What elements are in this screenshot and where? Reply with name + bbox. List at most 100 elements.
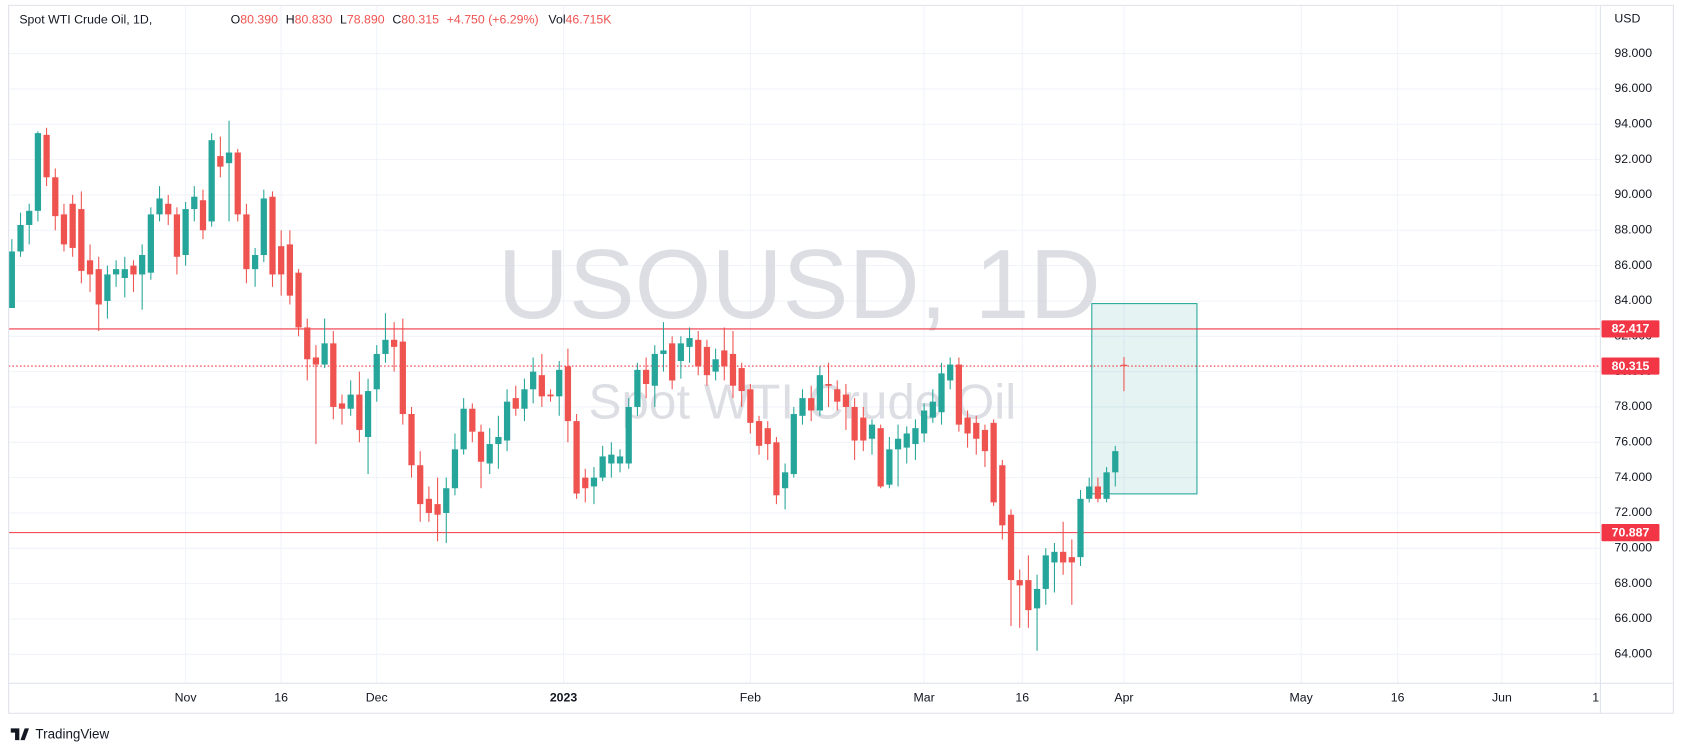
volume-value: 46.715K [566,13,613,27]
candle-body [938,373,945,413]
candle-body [1103,472,1110,499]
candle-body [868,424,876,439]
candle-body [547,394,554,397]
candle-body [999,465,1006,526]
x-tick-label: Mar [914,691,935,705]
x-tick-label: 16 [274,691,288,705]
candle-body [808,398,815,411]
candle-body [95,269,102,305]
y-tick-label: 72.000 [1614,505,1652,519]
candle-body [886,449,893,485]
candle-body [69,203,76,248]
price-label-box [1601,320,1660,338]
candle-body [286,244,293,296]
brand-logo [10,728,30,741]
candle-body [1094,486,1102,499]
candle-body [1120,364,1128,367]
candle-body [1051,551,1058,563]
candle-body [278,246,285,275]
candle-body [582,477,589,489]
legend-label: H [286,13,295,27]
candle-body [347,394,354,409]
candle-body [243,214,250,270]
candle-body [1086,486,1093,499]
x-tick-label: 2023 [550,691,578,705]
candle-body [738,368,745,392]
y-tick-label: 76.000 [1614,435,1652,449]
x-tick-label: 1 [1592,691,1599,705]
legend-value: 78.890 [347,13,385,27]
candle-body [981,429,989,452]
candle-body [669,343,676,381]
candle-body [860,417,867,441]
candle-body [599,456,606,478]
candle-body [521,389,528,409]
candle-body [660,350,667,354]
candle-body [443,488,450,513]
watermark-symbol: USOUSD, 1D [498,229,1101,339]
y-tick-label: 66.000 [1614,611,1652,625]
candle-body [104,274,111,301]
candle-body [391,339,398,347]
candle-body [86,260,94,275]
candle-body [677,343,684,362]
candle-body [156,198,163,215]
candle-body [799,398,806,416]
candle-body [312,357,320,365]
candle-body [495,436,502,445]
candle-body [78,209,85,271]
candle-body [556,369,563,397]
candle-body [964,417,971,434]
candle-body [121,269,128,278]
candle-body [608,454,615,464]
candle-body [695,339,702,367]
candle-body [399,341,406,415]
candle-body [616,456,624,464]
candle-body [260,198,267,256]
chart-title: Spot WTI Crude Oil, 1D, [19,13,152,27]
candle-body [217,156,224,167]
candle-body [990,422,997,503]
candle-body [269,196,276,275]
y-tick-label: 78.000 [1614,399,1652,413]
candle-body [356,394,363,430]
candle-body [816,375,823,411]
candle-body [1077,498,1084,558]
legend-label: L [340,13,347,27]
candle-body [877,428,884,487]
candle-body [1068,557,1075,563]
candle-body [52,177,59,217]
candle-body [469,408,476,432]
brand-name: TradingView [35,726,109,741]
candle-body [1112,451,1119,473]
candle-body [903,433,910,448]
candle-body [912,428,919,445]
candle-body [208,140,215,222]
candle-body [1033,588,1041,609]
price-label-box [1601,357,1660,375]
candle-body [955,364,963,425]
candle-body [920,410,928,434]
candle-body [625,406,632,464]
x-tick-label: 16 [1015,691,1029,705]
candle-body [434,504,441,515]
candle-body [825,383,832,386]
candle-body [460,408,467,450]
candle-body [26,210,33,225]
y-tick-label: 94.000 [1614,117,1652,131]
y-tick-label: 88.000 [1614,223,1652,237]
candle-body [417,465,424,505]
x-tick-label: Feb [740,691,761,705]
legend-label: O [231,13,241,27]
candle-body [60,214,68,245]
candle-body [338,403,346,409]
candle-body [408,414,415,466]
candle-body [790,414,797,475]
candle-body [364,391,372,437]
candle-body [425,498,433,513]
candle-body [173,214,181,257]
candle-body [573,421,580,494]
y-tick-label: 74.000 [1614,470,1652,484]
candle-body [729,353,737,386]
candle-body [486,444,493,464]
